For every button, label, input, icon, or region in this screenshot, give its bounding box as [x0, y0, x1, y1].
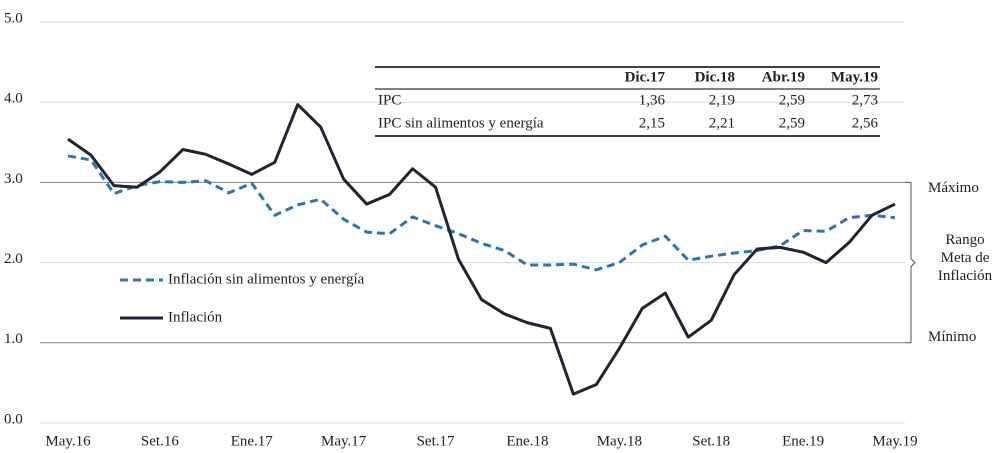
annotation-range: Rango — [945, 232, 984, 248]
table-cell: 2,19 — [709, 92, 735, 108]
table-cell: 2,21 — [709, 115, 735, 131]
x-tick-label: Set.18 — [692, 433, 730, 449]
x-tick-label: May.17 — [321, 433, 367, 449]
table-cell: 2,59 — [779, 92, 805, 108]
x-tick-label: Set.17 — [417, 433, 455, 449]
table-header: Abr.19 — [762, 69, 805, 85]
y-tick-label: 1.0 — [4, 331, 23, 347]
x-tick-label: May.18 — [597, 433, 642, 449]
x-tick-label: Ene.18 — [506, 433, 548, 449]
x-tick-label: May.19 — [872, 433, 917, 449]
annotation-min: Mínimo — [928, 329, 976, 345]
legend-label: Inflación — [168, 309, 223, 325]
x-tick-label: Ene.17 — [231, 433, 274, 449]
table-cell: 1,36 — [639, 92, 666, 108]
y-tick-label: 3.0 — [4, 171, 23, 187]
table-header: Dic.18 — [695, 69, 735, 85]
table-cell: 2,59 — [779, 115, 805, 131]
table-cell: 2,73 — [852, 92, 878, 108]
series-line — [67, 103, 896, 396]
series-line — [67, 154, 896, 272]
table-row-label: IPC — [378, 92, 401, 108]
table-cell: 2,15 — [639, 115, 665, 131]
table-cell: 2,56 — [852, 115, 879, 131]
legend-label: Inflación sin alimentos y energía — [168, 271, 365, 287]
table-row-label: IPC sin alimentos y energía — [378, 115, 544, 131]
range-bracket — [905, 181, 916, 344]
y-tick-label: 4.0 — [4, 91, 23, 107]
annotation-range: Inflación — [938, 268, 993, 284]
table-header: May.19 — [831, 69, 878, 85]
x-tick-label: May.16 — [45, 433, 91, 449]
y-tick-label: 5.0 — [4, 10, 23, 26]
y-tick-label: 0.0 — [4, 411, 23, 427]
table-header: Dic.17 — [625, 69, 666, 85]
y-tick-label: 2.0 — [4, 251, 23, 267]
annotation-range: Meta de — [941, 250, 990, 266]
x-tick-label: Set.16 — [141, 433, 179, 449]
x-tick-label: Ene.19 — [782, 433, 824, 449]
annotation-max: Máximo — [928, 180, 979, 196]
